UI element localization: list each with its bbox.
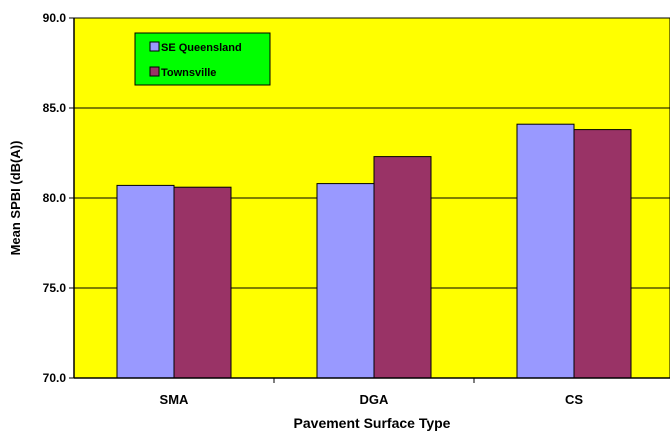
x-tick-label: DGA: [360, 392, 390, 407]
y-tick-label: 90.0: [43, 11, 67, 25]
y-tick-label: 75.0: [43, 281, 67, 295]
x-tick-labels: SMA DGA CS: [160, 392, 584, 407]
y-axis-title: Mean SPBI (dB(A)): [8, 141, 23, 256]
bar-se-queensland-sma: [117, 185, 174, 378]
legend-label-townsville: Townsville: [161, 67, 216, 79]
y-tick-labels: 70.0 75.0 80.0 85.0 90.0: [43, 11, 67, 385]
legend: SE Queensland Townsville: [135, 33, 270, 85]
x-tick-label: SMA: [160, 392, 190, 407]
bar-townsville-cs: [574, 130, 631, 378]
bar-townsville-sma: [174, 187, 231, 378]
y-tick-label: 85.0: [43, 101, 67, 115]
y-tick-label: 80.0: [43, 191, 67, 205]
bar-se-queensland-dga: [317, 184, 374, 378]
bar-townsville-dga: [374, 157, 431, 378]
y-tick-label: 70.0: [43, 371, 67, 385]
x-axis-title: Pavement Surface Type: [294, 415, 451, 431]
legend-swatch-townsville: [150, 67, 159, 76]
x-tick-label: CS: [565, 392, 583, 407]
legend-label-se-queensland: SE Queensland: [161, 42, 242, 54]
bar-se-queensland-cs: [517, 124, 574, 378]
legend-swatch-se-queensland: [150, 42, 159, 51]
